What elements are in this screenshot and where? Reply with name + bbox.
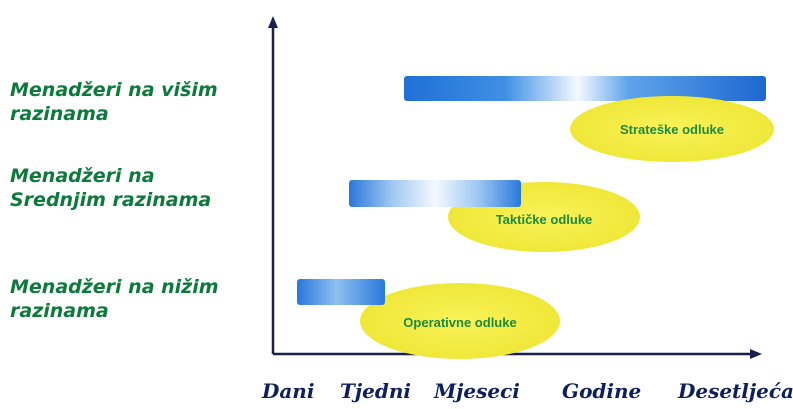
strategic-decisions-label: Strateške odluke <box>620 122 724 137</box>
operational-decisions-ellipse <box>360 283 560 359</box>
time-label-years: Godine <box>562 379 642 403</box>
operational-decisions-label: Operativne odluke <box>403 315 516 330</box>
operational-decisions-group: Operativne odluke <box>297 279 560 359</box>
x-axis-arrow <box>750 349 762 359</box>
tactical-timeframe-bar <box>349 180 521 207</box>
y-axis-arrow <box>268 16 278 28</box>
tactical-decisions-group: Taktičke odluke <box>349 180 640 252</box>
operational-timeframe-bar <box>297 279 385 305</box>
lower-managers-label: Menadžeri na nižim razinama <box>10 276 219 322</box>
tactical-decisions-label: Taktičke odluke <box>496 212 593 227</box>
time-label-months: Mjeseci <box>434 379 520 403</box>
strategic-decisions-ellipse <box>570 96 774 162</box>
time-label-days: Dani <box>262 379 315 403</box>
strategic-decisions-group: Strateške odluke <box>404 76 774 162</box>
upper-managers-label: Menadžeri na višim razinama <box>10 79 218 125</box>
time-label-decades: Desetljeća <box>678 379 793 403</box>
time-label-weeks: Tjedni <box>340 379 411 403</box>
middle-managers-label: Menadžeri na Srednjim razinama <box>10 165 212 211</box>
strategic-timeframe-bar <box>404 76 766 101</box>
